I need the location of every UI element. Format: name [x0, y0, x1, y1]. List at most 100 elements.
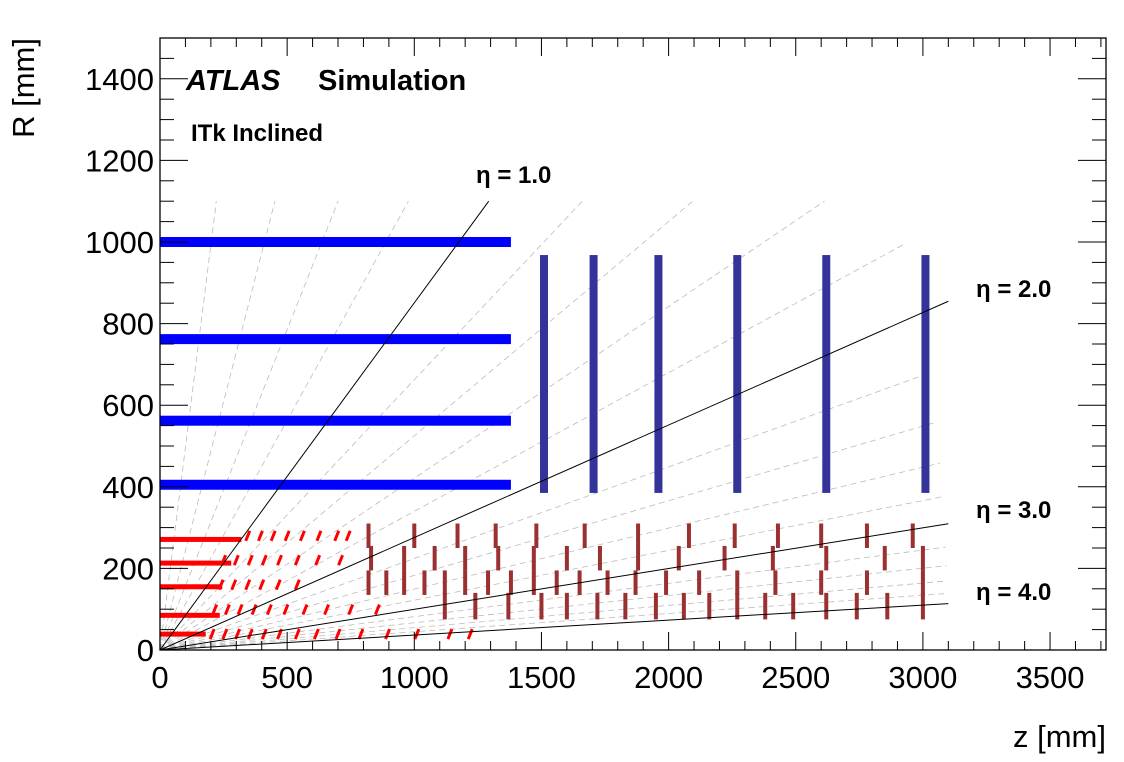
eta-guide-line	[159, 593, 948, 651]
pixel-endcap-ring	[824, 545, 829, 571]
pixel-flat-barrel-layer	[160, 584, 223, 590]
x-tick-label: 1500	[507, 660, 576, 695]
layout-label: ITk Inclined	[191, 120, 323, 147]
pixel-endcap-ring	[455, 523, 460, 548]
pixel-inclined-module	[258, 579, 266, 591]
pixel-inclined-module	[246, 554, 254, 566]
pixel-inclined-module	[257, 530, 264, 542]
x-tick-label: 3000	[888, 660, 957, 695]
pixel-inclined-module	[344, 530, 352, 542]
pixel-inclined-module	[260, 628, 268, 640]
pixel-endcap-ring	[402, 545, 407, 571]
pixel-endcap-ring	[539, 592, 544, 620]
pixel-endcap-ring	[773, 570, 778, 595]
pixel-endcap-ring	[636, 523, 641, 548]
pixel-endcap-ring	[697, 570, 702, 595]
pixel-endcap-ring	[366, 523, 371, 548]
pixel-endcap-ring	[681, 592, 686, 620]
pixel-inclined-module	[347, 604, 355, 616]
pixel-endcap-ring	[763, 592, 768, 620]
pixel-endcap-ring	[735, 592, 740, 620]
pixel-endcap-ring	[633, 570, 638, 595]
x-tick-label: 500	[261, 660, 313, 695]
strip-endcap-disk	[733, 255, 742, 493]
y-tick-label: 1200	[85, 143, 154, 178]
pixel-endcap-ring	[824, 592, 829, 620]
pixel-endcap-ring	[412, 523, 417, 548]
pixel-inclined-module	[276, 554, 283, 566]
pixel-inclined-module	[357, 628, 365, 640]
pixel-endcap-ring	[722, 545, 727, 571]
pixel-flat-barrel-layer	[160, 560, 232, 566]
pixel-inclined-module	[315, 530, 323, 542]
detector-layers	[160, 237, 930, 640]
eta-lines: η = 1.0 η = 2.0 η = 3.0 η = 4.0	[159, 162, 1051, 651]
strip-endcap-disk	[822, 255, 831, 493]
pixel-endcap-ring	[564, 592, 569, 620]
pixel-inclined-module	[269, 530, 277, 542]
eta-line-label: η = 3.0	[976, 497, 1051, 524]
eta-line-label: η = 1.0	[476, 162, 551, 189]
axes: 0 500 1000 1500 2000 2500 3000 3500 0 200 400 600 80…	[85, 37, 1106, 695]
pixel-endcap-ring	[775, 523, 780, 548]
pixel-endcap-ring	[463, 545, 468, 571]
pixel-endcap-ring	[486, 570, 491, 595]
strip-endcap-disk	[589, 255, 598, 493]
pixel-endcap-ring	[531, 545, 536, 571]
pixel-inclined-module	[293, 628, 301, 640]
eta-guide-line	[159, 200, 583, 651]
pixel-inclined-module	[413, 628, 421, 640]
pixel-endcap-ring	[864, 570, 869, 595]
pixel-endcap-ring	[920, 545, 925, 571]
strip-endcap-disk	[539, 255, 548, 493]
pixel-endcap-ring	[531, 570, 536, 595]
pixel-inclined-module	[283, 530, 291, 542]
eta-guide-lines	[159, 200, 948, 651]
x-tick-label: 0	[151, 660, 168, 695]
pixel-endcap-ring	[506, 592, 511, 620]
pixel-endcap-ring	[597, 545, 602, 571]
pixel-inclined-module	[223, 604, 231, 616]
eta-line	[159, 200, 490, 651]
pixel-inclined-module	[323, 604, 330, 616]
pixel-endcap-ring	[442, 592, 447, 620]
y-tick-label: 0	[137, 633, 154, 668]
pixel-inclined-module	[313, 628, 320, 640]
brand-label: ATLAS	[185, 65, 281, 97]
pixel-endcap-ring	[819, 570, 824, 595]
pixel-endcap-ring	[554, 570, 559, 595]
pixel-inclined-module	[211, 604, 219, 616]
pixel-inclined-module	[334, 628, 342, 640]
y-tick-label: 1400	[85, 62, 154, 97]
pixel-inclined-module	[274, 579, 282, 591]
pixel-endcap-ring	[493, 523, 498, 548]
strip-endcap-disk	[654, 255, 663, 493]
pixel-inclined-module	[446, 628, 454, 640]
strip-barrel-layer	[160, 479, 511, 490]
pixel-endcap-ring	[910, 523, 915, 548]
eta-guide-line	[159, 565, 947, 651]
strip-barrel-layer	[160, 334, 511, 345]
eta-guide-line	[159, 546, 946, 651]
pixel-endcap-ring	[819, 523, 824, 548]
pixel-endcap-ring	[882, 545, 887, 571]
x-tick-label: 3500	[1016, 660, 1085, 695]
pixel-inclined-module	[260, 554, 268, 566]
strip-barrel-layer	[160, 415, 511, 426]
eta-line	[159, 603, 949, 651]
pixel-inclined-module	[301, 604, 309, 616]
pixel-inclined-module	[244, 579, 252, 591]
eta-line-label: η = 2.0	[976, 276, 1051, 303]
pixel-flat-barrel-layer	[160, 612, 220, 618]
eta-line-label: η = 4.0	[976, 579, 1051, 606]
pixel-endcap-ring	[623, 592, 628, 620]
pixel-inclined-module	[282, 604, 290, 616]
pixel-endcap-ring	[676, 545, 681, 571]
pixel-endcap-ring	[770, 545, 775, 571]
pixel-inclined-module	[246, 628, 254, 640]
pixel-inclined-module	[220, 554, 227, 566]
pixel-endcap-ring	[463, 570, 468, 595]
strip-endcap-disk	[921, 255, 930, 493]
pixel-endcap-ring	[422, 570, 427, 595]
